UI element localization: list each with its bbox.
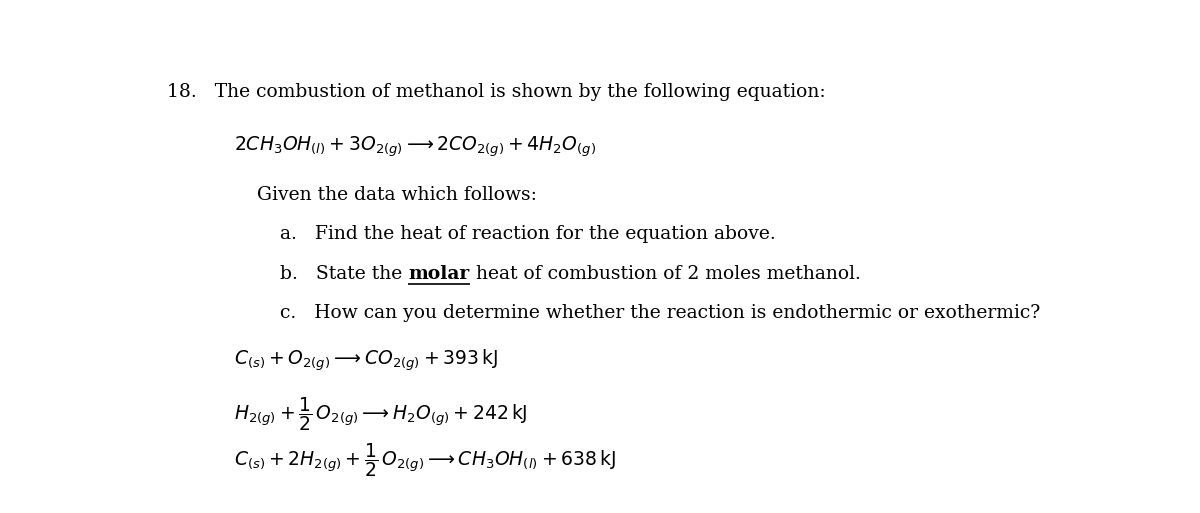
Text: $H_{2(g)} + \dfrac{1}{2}\,O_{2(g)} \longrightarrow H_2O_{(g)} + 242\,\mathrm{kJ}: $H_{2(g)} + \dfrac{1}{2}\,O_{2(g)} \long… xyxy=(234,396,527,433)
Text: Given the data which follows:: Given the data which follows: xyxy=(257,186,536,204)
Text: 18.   The combustion of methanol is shown by the following equation:: 18. The combustion of methanol is shown … xyxy=(167,83,826,101)
Text: heat of combustion of 2 moles methanol.: heat of combustion of 2 moles methanol. xyxy=(469,265,860,283)
Text: a.   Find the heat of reaction for the equation above.: a. Find the heat of reaction for the equ… xyxy=(281,226,776,244)
Text: c.   How can you determine whether the reaction is endothermic or exothermic?: c. How can you determine whether the rea… xyxy=(281,305,1040,323)
Text: $C_{(s)} + O_{2(g)} \longrightarrow CO_{2(g)} + 393\,\mathrm{kJ}$: $C_{(s)} + O_{2(g)} \longrightarrow CO_{… xyxy=(234,348,498,373)
Text: $2CH_3OH_{(l)} + 3O_{2(g)} \longrightarrow 2CO_{2(g)} + 4H_2O_{(g)}$: $2CH_3OH_{(l)} + 3O_{2(g)} \longrightarr… xyxy=(234,134,595,159)
Text: $C_{(s)} + 2H_{2(g)} + \dfrac{1}{2}\,O_{2(g)} \longrightarrow CH_3OH_{(l)} + 638: $C_{(s)} + 2H_{2(g)} + \dfrac{1}{2}\,O_{… xyxy=(234,442,616,480)
Text: b.   State the: b. State the xyxy=(281,265,408,283)
Text: molar: molar xyxy=(408,265,469,283)
